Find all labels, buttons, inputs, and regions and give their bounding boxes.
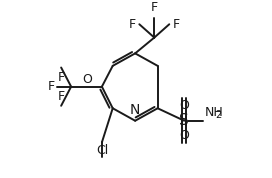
Text: F: F: [58, 90, 65, 103]
Text: S: S: [179, 113, 189, 128]
Text: 2: 2: [215, 110, 221, 120]
Text: F: F: [129, 18, 136, 31]
Text: N: N: [130, 103, 140, 117]
Text: Cl: Cl: [96, 144, 108, 157]
Text: F: F: [58, 70, 65, 83]
Text: F: F: [151, 1, 158, 14]
Text: F: F: [48, 80, 55, 93]
Text: O: O: [179, 99, 189, 112]
Text: NH: NH: [205, 106, 223, 119]
Text: F: F: [172, 18, 180, 31]
Text: O: O: [179, 129, 189, 142]
Text: O: O: [82, 74, 92, 87]
